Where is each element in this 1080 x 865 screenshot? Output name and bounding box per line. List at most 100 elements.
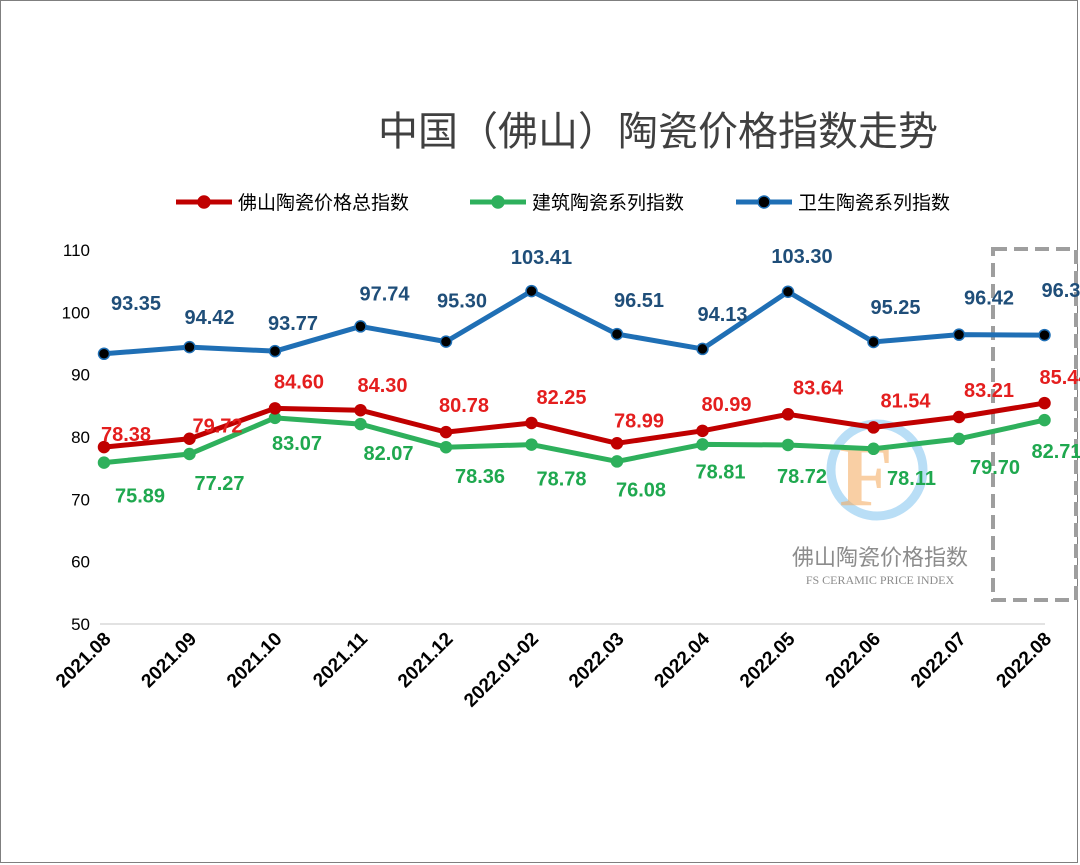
data-label: 79.72 (192, 416, 242, 438)
data-point (867, 421, 880, 434)
data-point (183, 447, 196, 461)
y-tick-label: 80 (71, 428, 90, 447)
data-point (183, 340, 196, 354)
data-point (97, 440, 111, 454)
data-label: 78.36 (455, 466, 505, 488)
data-point (1038, 396, 1051, 410)
data-label: 81.54 (880, 390, 931, 412)
data-point (97, 456, 111, 469)
series-layer (97, 284, 1051, 469)
data-label: 78.78 (536, 469, 586, 491)
data-label: 85.44 (1039, 367, 1080, 389)
data-point (952, 328, 966, 341)
legend-marker (491, 195, 505, 209)
x-tick-label: 2021.10 (223, 629, 286, 692)
x-tick-label: 2022.05 (736, 628, 800, 692)
data-point (97, 347, 111, 361)
data-label: 84.30 (357, 375, 407, 397)
data-label: 78.99 (614, 410, 664, 432)
data-label: 83.07 (272, 433, 322, 455)
data-labels: 78.38 79.72 84.60 84.30 80.78 82.25 78.99 80.99… (101, 246, 1080, 508)
data-label: 77.27 (194, 473, 244, 495)
data-point (354, 403, 367, 417)
data-point (354, 320, 367, 333)
data-label: 96.51 (614, 290, 664, 312)
series-line (103, 415, 1046, 466)
data-label: 95.30 (437, 291, 487, 313)
y-tick-label: 110 (63, 241, 90, 260)
legend-label: 佛山陶瓷价格总指数 (238, 192, 409, 214)
data-label: 79.70 (970, 457, 1020, 479)
data-point (696, 342, 709, 356)
y-tick-label: 100 (62, 303, 90, 322)
data-point (610, 437, 624, 450)
x-tick-label: 2022.07 (907, 629, 970, 692)
legend-marker (197, 195, 211, 209)
data-point (610, 327, 624, 341)
data-label: 76.08 (616, 479, 666, 501)
x-tick-label: 2021.11 (309, 628, 372, 691)
legend: 佛山陶瓷价格总指数 建筑陶瓷系列指数 卫生陶瓷系列指数 (176, 192, 950, 214)
legend-marker (757, 195, 771, 209)
data-point (610, 455, 624, 468)
data-point (268, 344, 282, 358)
data-point (867, 335, 880, 349)
highlight-box (991, 247, 1078, 602)
data-label: 82.25 (536, 387, 586, 409)
series-line (103, 288, 1045, 357)
data-point (952, 410, 966, 424)
data-label: 83.64 (793, 377, 844, 399)
watermark-name-cn: 佛山陶瓷价格指数 (792, 546, 968, 571)
data-label: 93.35 (111, 293, 161, 315)
data-label: 75.89 (115, 486, 165, 508)
data-point (439, 335, 453, 348)
x-tick-label: 2022.06 (822, 629, 885, 692)
y-tick-label: 70 (71, 490, 90, 509)
legend-label: 卫生陶瓷系列指数 (798, 192, 950, 214)
data-point (781, 438, 795, 452)
data-label: 94.13 (697, 304, 747, 326)
data-point (439, 440, 453, 454)
data-point (525, 284, 538, 298)
data-point (439, 425, 453, 439)
data-label: 80.99 (701, 394, 751, 416)
data-label: 84.60 (274, 371, 324, 393)
x-tick-label: 2022.08 (993, 629, 1056, 692)
data-label: 96.35 (1041, 280, 1080, 302)
data-point (781, 408, 795, 421)
x-tick-label: 2021.08 (52, 629, 115, 692)
series-line (103, 400, 1045, 450)
legend-label: 建筑陶瓷系列指数 (532, 192, 684, 214)
y-tick-label: 90 (71, 366, 90, 385)
data-label: 97.74 (359, 283, 410, 305)
x-tick-label: 2022.03 (565, 629, 628, 692)
data-label: 103.30 (771, 246, 832, 268)
data-label: 78.72 (777, 466, 827, 488)
data-label: 95.25 (870, 297, 920, 319)
data-label: 103.41 (511, 247, 572, 269)
x-tick-label: 2022.01-02 (460, 629, 543, 712)
data-point (867, 442, 880, 456)
watermark-logo-letter: F (839, 428, 893, 525)
data-label: 78.11 (887, 468, 936, 490)
y-tick-label: 50 (71, 615, 90, 634)
data-point (1038, 413, 1051, 427)
data-label: 93.77 (268, 313, 318, 335)
data-point (1038, 328, 1051, 342)
data-label: 82.07 (363, 443, 413, 465)
data-label: 94.42 (184, 307, 234, 329)
data-point (525, 416, 538, 430)
data-point (781, 285, 795, 299)
watermark-name-en: FS CERAMIC PRICE INDEX (806, 573, 955, 587)
x-tick-label: 2021.09 (138, 629, 201, 692)
data-label: 82.71 (1031, 441, 1080, 463)
data-point (696, 438, 709, 451)
chart-title: 中国（佛山）陶瓷价格指数走势 (378, 109, 938, 155)
data-label: 78.38 (101, 424, 151, 446)
y-axis: 50 60 70 80 90 100 110 (62, 241, 90, 634)
data-point (525, 438, 538, 451)
x-tick-label: 2022.04 (651, 628, 715, 692)
data-label: 83.21 (964, 380, 1014, 402)
data-label: 80.78 (439, 395, 489, 417)
